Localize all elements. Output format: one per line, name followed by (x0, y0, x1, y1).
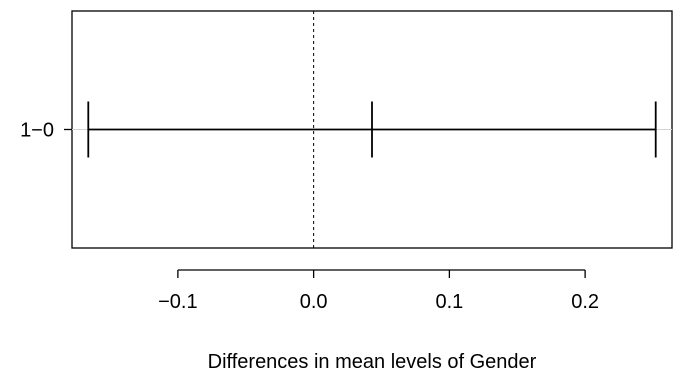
x-tick-label: 0.0 (300, 291, 328, 313)
x-tick-label: 0.1 (435, 291, 463, 313)
x-axis: −0.1 0.0 0.1 0.2 (158, 270, 599, 313)
confidence-intervals (88, 102, 655, 158)
x-axis-label: Differences in mean levels of Gender (208, 351, 537, 373)
y-axis: 1−0 (20, 120, 72, 142)
x-tick-label: 0.2 (571, 291, 599, 313)
y-tick-label: 1−0 (20, 120, 54, 142)
x-tick-label: −0.1 (158, 291, 197, 313)
